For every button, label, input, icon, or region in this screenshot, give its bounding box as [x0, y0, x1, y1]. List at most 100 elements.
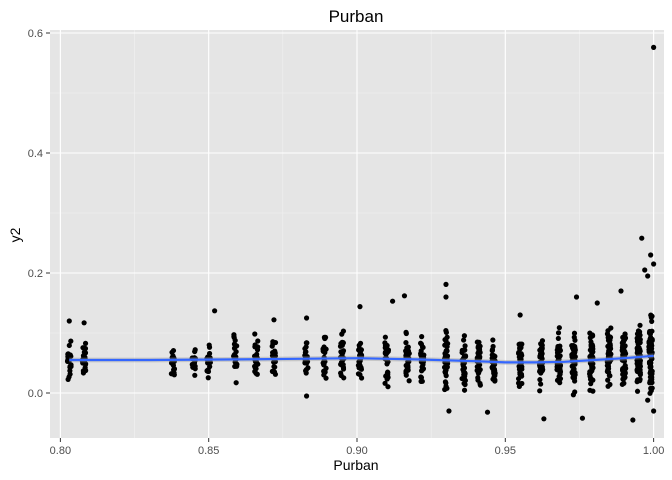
data-point [204, 368, 210, 374]
data-point [475, 375, 481, 381]
data-point [385, 384, 391, 390]
data-point [648, 252, 654, 258]
data-point [190, 364, 196, 370]
data-point [323, 365, 329, 371]
data-point [443, 281, 449, 287]
data-point [489, 347, 496, 353]
data-point [605, 383, 611, 389]
data-point [269, 368, 275, 374]
data-point [537, 388, 543, 394]
data-point [557, 353, 563, 359]
data-point [252, 365, 258, 371]
data-point [461, 333, 468, 339]
data-point [618, 288, 624, 294]
data-point [253, 359, 259, 365]
data-point [303, 315, 310, 321]
data-point [322, 349, 328, 356]
data-point [594, 300, 600, 306]
data-point [418, 352, 424, 358]
grid-lines [50, 30, 664, 438]
data-point [339, 331, 345, 337]
data-point [358, 347, 365, 353]
data-point [630, 417, 636, 423]
data-point [66, 318, 72, 324]
data-point [515, 380, 522, 386]
data-point [401, 293, 408, 299]
data-point [67, 371, 73, 377]
x-tick-label: 1.00 [643, 445, 664, 457]
data-point [606, 360, 612, 366]
data-point [642, 267, 648, 273]
y-tick-label: 0.6 [28, 28, 43, 40]
data-point [605, 377, 611, 383]
data-point [555, 335, 561, 342]
data-point [623, 365, 629, 371]
data-point [271, 317, 277, 323]
data-point [573, 294, 580, 300]
data-point [442, 386, 448, 393]
data-point [651, 408, 657, 414]
data-point [233, 380, 239, 386]
data-point [234, 361, 240, 367]
data-point [587, 335, 593, 341]
data-point [556, 325, 562, 331]
data-point [587, 387, 593, 393]
data-point [340, 348, 347, 354]
data-point [635, 344, 641, 350]
data-point [477, 382, 483, 388]
data-point [569, 354, 575, 360]
data-point [537, 367, 543, 373]
data-point [443, 348, 450, 354]
data-point [302, 360, 308, 366]
data-point [555, 363, 561, 369]
data-point [384, 350, 390, 356]
y-axis-title: y2 [7, 227, 23, 242]
data-point [206, 342, 212, 348]
data-points [64, 44, 657, 423]
data-point [538, 381, 544, 387]
data-point [587, 360, 594, 366]
data-point [359, 375, 365, 381]
data-point [648, 350, 655, 356]
data-point [622, 331, 628, 337]
data-point [442, 337, 448, 343]
data-point [461, 371, 467, 377]
data-point [570, 370, 576, 377]
data-point [192, 372, 198, 378]
data-point [67, 363, 73, 369]
data-point [382, 334, 388, 340]
data-point [557, 371, 563, 377]
data-point [622, 351, 629, 357]
data-point [321, 358, 327, 364]
data-point [82, 350, 89, 356]
data-point [648, 314, 654, 321]
data-point [537, 354, 543, 360]
data-point [634, 338, 641, 345]
data-point [418, 341, 425, 347]
data-point [555, 330, 562, 336]
data-point [475, 354, 481, 360]
data-point [572, 347, 578, 353]
data-point [492, 371, 498, 377]
data-point [443, 380, 449, 386]
data-point [619, 381, 625, 387]
data-point [637, 363, 643, 369]
data-point [555, 347, 562, 354]
data-point [476, 369, 482, 375]
data-point [443, 328, 449, 334]
data-point [340, 340, 346, 346]
data-point [637, 322, 643, 328]
data-point [82, 340, 89, 346]
data-point [205, 375, 211, 381]
data-point [255, 338, 261, 344]
data-point [647, 370, 653, 376]
data-point [587, 376, 594, 382]
data-point [490, 337, 496, 343]
data-point [83, 361, 89, 367]
data-point [443, 373, 449, 379]
data-point [303, 344, 309, 350]
data-point [461, 387, 468, 393]
data-point [589, 348, 595, 354]
data-point [588, 381, 594, 387]
data-point [645, 273, 651, 279]
